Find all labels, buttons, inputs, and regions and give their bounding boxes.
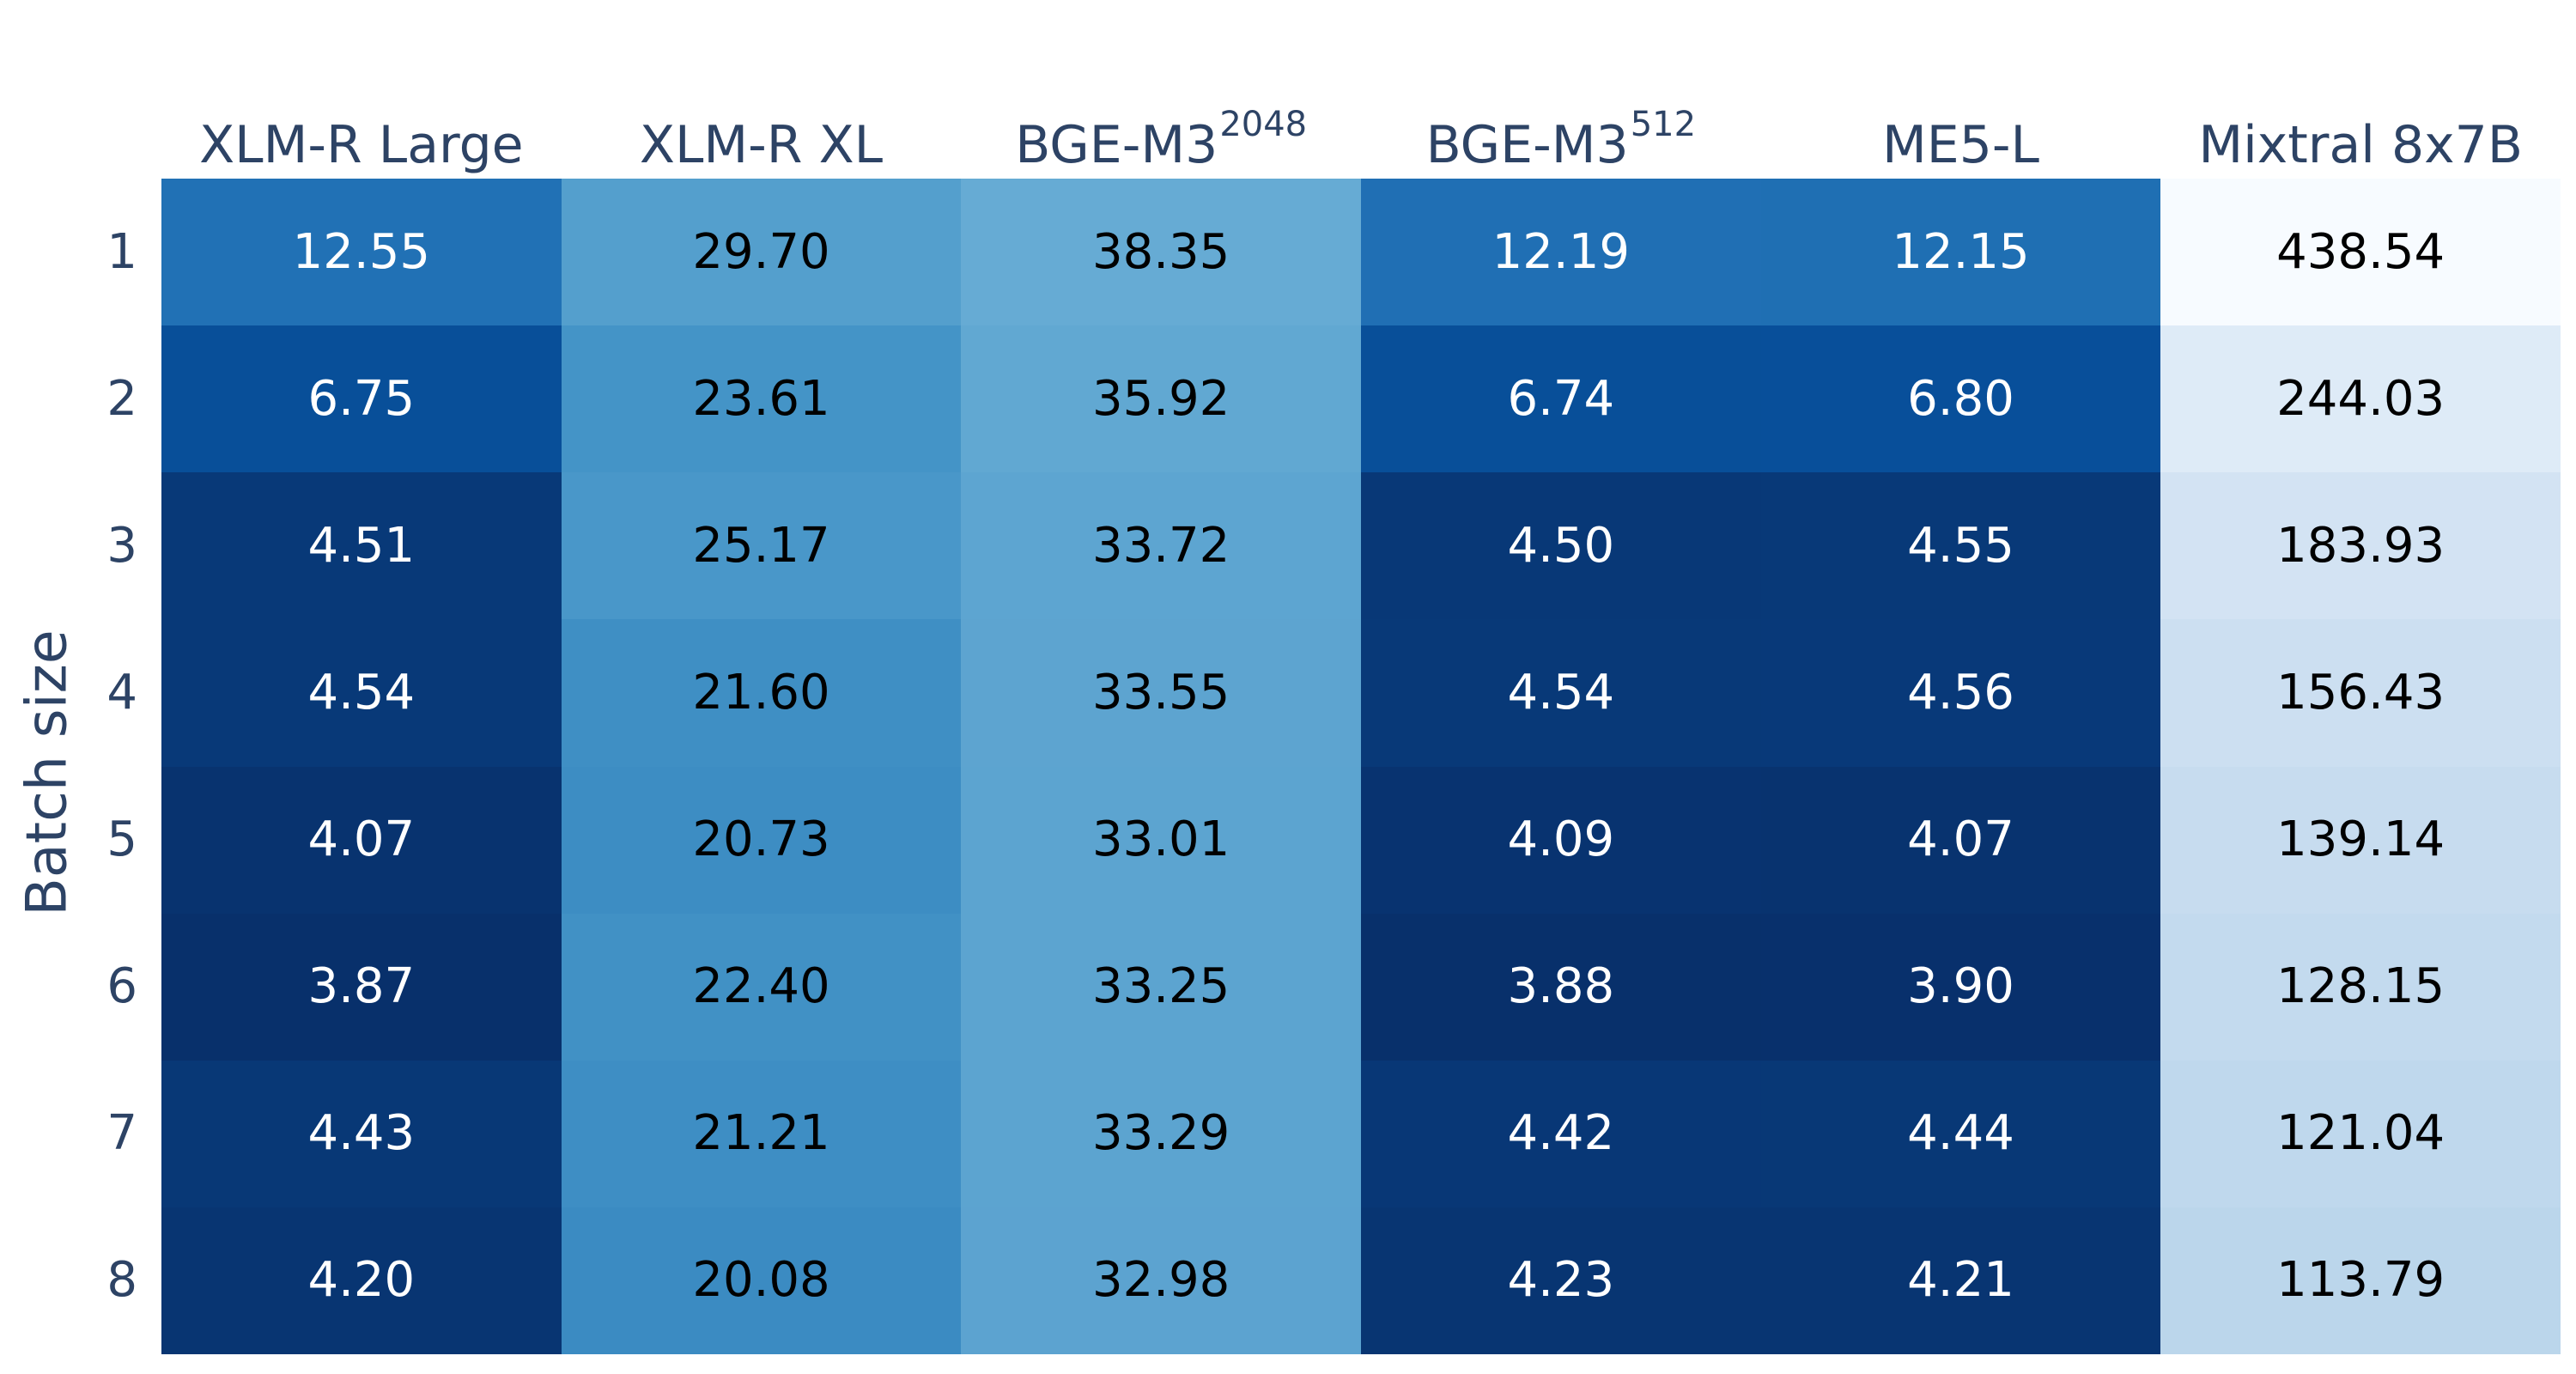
heatmap-cell-r2-c4: 6.74: [1360, 325, 1761, 473]
row-tick-6: 6: [106, 958, 137, 1015]
heatmap-cell-r1-c2: 29.70: [561, 179, 962, 326]
column-header-superscript: 2048: [1219, 105, 1308, 144]
heatmap-cell-r7-c4: 4.42: [1360, 1060, 1761, 1207]
heatmap-cell-r6-c4: 3.88: [1360, 913, 1761, 1061]
heatmap-cell-r3-c3: 33.72: [961, 472, 1361, 620]
column-header-label: Mixtral 8x7B: [2198, 115, 2523, 175]
heatmap-cell-r7-c6: 121.04: [2160, 1060, 2561, 1207]
heatmap-cell-r5-c5: 4.07: [1760, 766, 2161, 914]
heatmap-cell-r6-c5: 3.90: [1760, 913, 2161, 1061]
column-header-label: ME5-L: [1882, 115, 2039, 175]
heatmap-cell-r7-c2: 21.21: [561, 1060, 962, 1207]
heatmap-cell-r1-c3: 38.35: [961, 179, 1361, 326]
heatmap-cell-r7-c5: 4.44: [1760, 1060, 2161, 1207]
heatmap-cell-r6-c1: 3.87: [161, 913, 562, 1061]
heatmap-cell-r1-c4: 12.19: [1360, 179, 1761, 326]
heatmap-cell-r5-c3: 33.01: [961, 766, 1361, 914]
column-header-label: XLM-R XL: [639, 115, 884, 175]
column-header-6: Mixtral 8x7B: [2160, 112, 2561, 179]
column-headers: XLM-R Large XLM-R XL BGE-M3 2048 BGE-M3 512 ME…: [161, 107, 2561, 179]
heatmap-cell-r4-c6: 156.43: [2160, 619, 2561, 767]
heatmap-cell-r4-c5: 4.56: [1760, 619, 2161, 767]
row-tick-1: 1: [106, 223, 137, 280]
column-header-label: BGE-M3: [1015, 115, 1218, 175]
heatmap-cell-r3-c4: 4.50: [1360, 472, 1761, 620]
heatmap-cell-r1-c1: 12.55: [161, 179, 562, 326]
heatmap-cell-r8-c6: 113.79: [2160, 1207, 2561, 1354]
heatmap-cell-r6-c2: 22.40: [561, 913, 962, 1061]
column-header-1: XLM-R Large: [161, 112, 562, 179]
column-header-label: XLM-R Large: [199, 115, 524, 175]
heatmap-cell-r5-c1: 4.07: [161, 766, 562, 914]
heatmap-grid: 12.55 29.70 38.35 12.19 12.15 438.54 6.75 23.61…: [161, 179, 2561, 1354]
heatmap-cell-r3-c5: 4.55: [1760, 472, 2161, 620]
row-tick-3: 3: [106, 517, 137, 574]
heatmap-cell-r2-c2: 23.61: [561, 325, 962, 473]
heatmap-cell-r5-c6: 139.14: [2160, 766, 2561, 914]
heatmap-cell-r1-c6: 438.54: [2160, 179, 2561, 326]
heatmap-cell-r4-c3: 33.55: [961, 619, 1361, 767]
heatmap-cell-r2-c1: 6.75: [161, 325, 562, 473]
column-header-4: BGE-M3 512: [1361, 107, 1761, 179]
heatmap-cell-r6-c6: 128.15: [2160, 913, 2561, 1061]
heatmap-cell-r3-c6: 183.93: [2160, 472, 2561, 620]
heatmap-cell-r3-c2: 25.17: [561, 472, 962, 620]
heatmap-cell-r6-c3: 33.25: [961, 913, 1361, 1061]
row-tick-2: 2: [106, 370, 137, 427]
heatmap-cell-r2-c5: 6.80: [1760, 325, 2161, 473]
heatmap-cell-r7-c3: 33.29: [961, 1060, 1361, 1207]
row-tick-4: 4: [106, 664, 137, 720]
heatmap-cell-r5-c4: 4.09: [1360, 766, 1761, 914]
heatmap-cell-r2-c3: 35.92: [961, 325, 1361, 473]
heatmap-cell-r1-c5: 12.15: [1760, 179, 2161, 326]
row-tick-labels: 1 2 3 4 5 6 7 8: [0, 179, 137, 1354]
column-header-label: BGE-M3: [1425, 115, 1629, 175]
column-header-3: BGE-M3 2048: [961, 107, 1361, 179]
heatmap-cell-r3-c1: 4.51: [161, 472, 562, 620]
heatmap-cell-r8-c4: 4.23: [1360, 1207, 1761, 1354]
heatmap-cell-r8-c2: 20.08: [561, 1207, 962, 1354]
heatmap-cell-r4-c1: 4.54: [161, 619, 562, 767]
heatmap-cell-r8-c1: 4.20: [161, 1207, 562, 1354]
heatmap-cell-r5-c2: 20.73: [561, 766, 962, 914]
heatmap-cell-r4-c4: 4.54: [1360, 619, 1761, 767]
row-tick-7: 7: [106, 1105, 137, 1162]
column-header-5: ME5-L: [1761, 112, 2161, 179]
row-tick-5: 5: [106, 812, 137, 868]
heatmap-cell-r8-c5: 4.21: [1760, 1207, 2161, 1354]
column-header-superscript: 512: [1630, 105, 1697, 144]
heatmap-cell-r2-c6: 244.03: [2160, 325, 2561, 473]
column-header-2: XLM-R XL: [562, 112, 962, 179]
row-tick-8: 8: [106, 1252, 137, 1309]
heatmap-cell-r8-c3: 32.98: [961, 1207, 1361, 1354]
heatmap-cell-r4-c2: 21.60: [561, 619, 962, 767]
heatmap-cell-r7-c1: 4.43: [161, 1060, 562, 1207]
